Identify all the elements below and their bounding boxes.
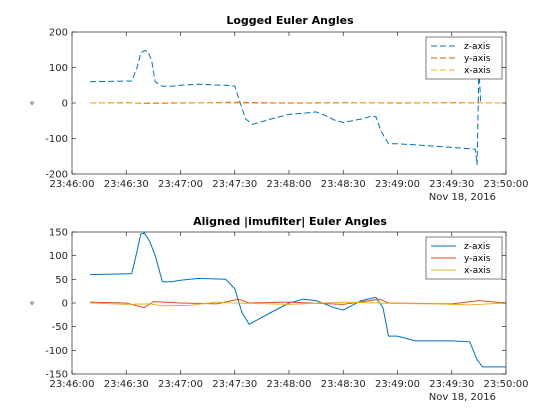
y-tick-label: -50	[52, 322, 68, 333]
y-tick-label: 200	[49, 28, 68, 39]
y-tick-label: 100	[49, 251, 68, 262]
chart-title: Aligned |imufilter| Euler Angles	[193, 215, 387, 228]
series-line-x-axis	[90, 301, 507, 307]
x-tick-label: 23:48:00	[267, 179, 312, 190]
x-tick-label: 23:47:30	[212, 179, 257, 190]
legend-box	[425, 36, 503, 80]
chart-logged: Logged Euler Angles ° 23:46:00 23:46:30 23…	[30, 14, 528, 203]
y-tick-label: -100	[45, 346, 68, 357]
x-tick-label: 23:49:30	[429, 179, 474, 190]
x-tick-label: 23:48:30	[321, 179, 366, 190]
x-tick-label: 23:47:00	[158, 379, 203, 390]
x-tick-label: 23:48:00	[267, 379, 312, 390]
x-tick-label: 23:49:00	[375, 179, 420, 190]
series-line-z-axis	[90, 49, 482, 166]
x-tick-label: 23:50:00	[484, 179, 529, 190]
axis-ticks: 23:46:00 23:46:30 23:47:00 23:47:30 23:48:00…	[45, 28, 528, 191]
series-line-z-axis	[90, 232, 506, 368]
date-label: Nov 18, 2016	[429, 192, 496, 203]
legend-label-y-axis: y-axis	[464, 54, 491, 64]
y-tick-label: -150	[45, 370, 68, 381]
legend: z-axis y-axis x-axis	[425, 236, 503, 280]
legend-label-x-axis: x-axis	[464, 266, 491, 276]
legend: z-axis y-axis x-axis	[425, 36, 503, 80]
y-tick-label: 0	[62, 299, 68, 310]
legend-label-x-axis: x-axis	[464, 66, 491, 76]
y-tick-label: -100	[45, 134, 68, 145]
date-label: Nov 18, 2016	[429, 392, 496, 403]
chart-aligned: Aligned |imufilter| Euler Angles ° 23:46…	[30, 215, 528, 403]
plot-area	[71, 231, 507, 375]
y-axis-label: °	[30, 101, 41, 106]
x-tick-label: 23:50:00	[484, 379, 529, 390]
y-tick-label: 100	[49, 63, 68, 74]
y-tick-label: 50	[55, 275, 68, 286]
x-tick-label: 23:46:30	[104, 379, 149, 390]
chart-title: Logged Euler Angles	[226, 14, 354, 27]
y-axis-label: °	[30, 301, 41, 306]
series-line-x-axis	[90, 102, 506, 104]
y-tick-label: 0	[62, 99, 68, 110]
x-tick-label: 23:49:30	[429, 379, 474, 390]
x-tick-label: 23:46:00	[50, 179, 95, 190]
axis-ticks: 23:46:00 23:46:30 23:47:00 23:47:30 23:48:00…	[45, 228, 528, 391]
x-tick-label: 23:47:00	[158, 179, 203, 190]
legend-label-y-axis: y-axis	[464, 254, 491, 264]
y-tick-label: -200	[45, 170, 68, 181]
legend-label-z-axis: z-axis	[464, 242, 490, 252]
y-tick-label: 150	[49, 228, 68, 239]
x-tick-label: 23:49:00	[375, 379, 420, 390]
x-tick-label: 23:47:30	[212, 379, 257, 390]
x-tick-label: 23:46:30	[104, 179, 149, 190]
x-tick-label: 23:48:30	[321, 379, 366, 390]
legend-label-z-axis: z-axis	[464, 42, 490, 52]
x-tick-label: 23:46:00	[50, 379, 95, 390]
